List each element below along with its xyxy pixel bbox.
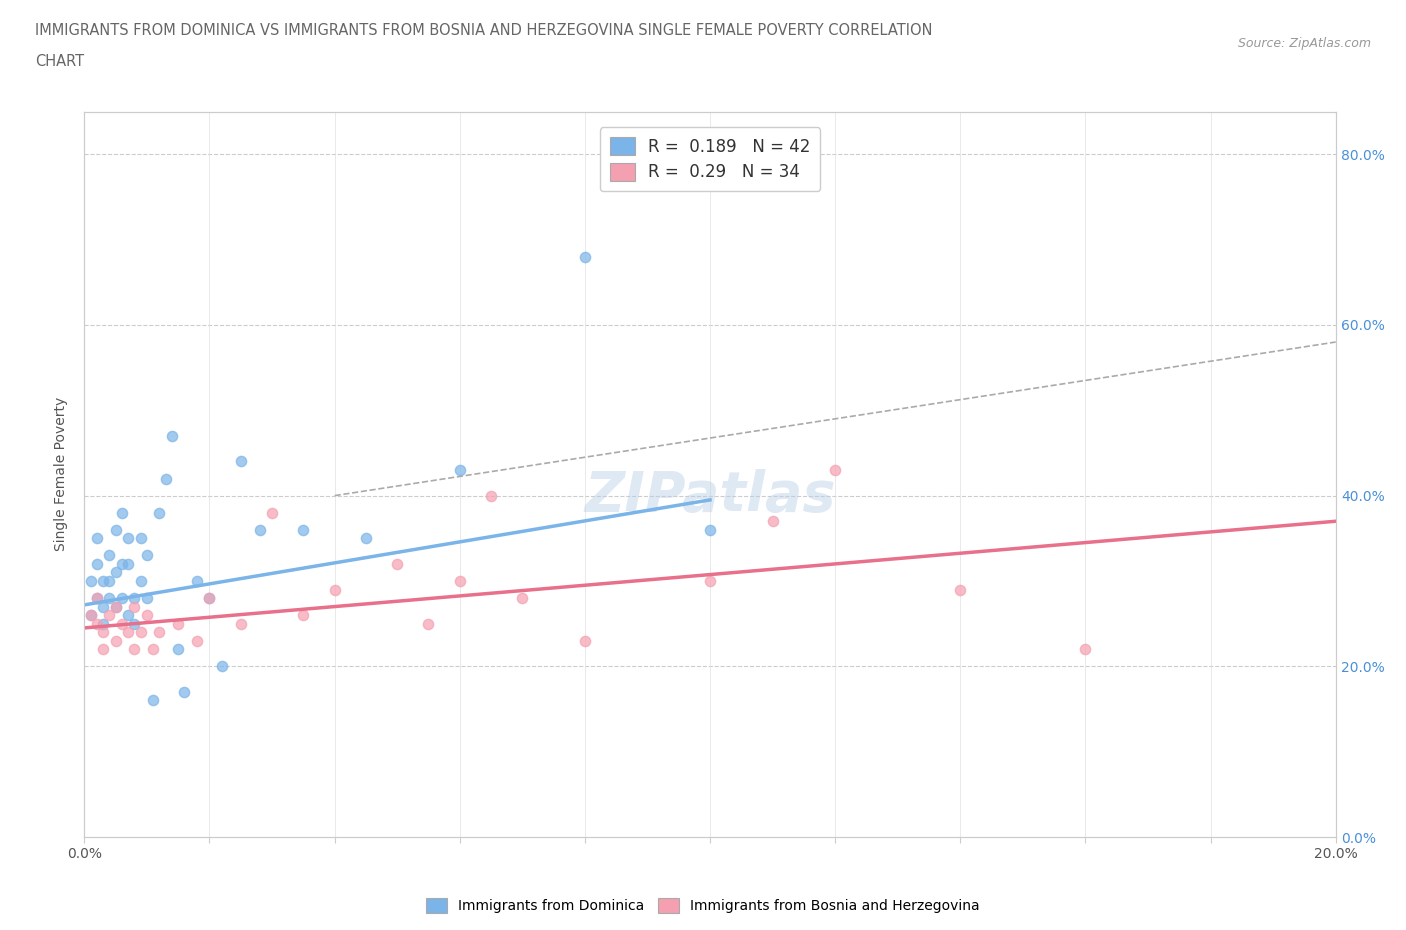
Point [86, 531, 108, 546]
Legend: Immigrants from Dominica, Immigrants from Bosnia and Herzegovina: Immigrants from Dominica, Immigrants fro… [420, 892, 986, 919]
Point [117, 531, 139, 546]
Point [479, 488, 502, 503]
Point [449, 574, 471, 589]
Text: IMMIGRANTS FROM DOMINICA VS IMMIGRANTS FROM BOSNIA AND HERZEGOVINA SINGLE FEMALE: IMMIGRANTS FROM DOMINICA VS IMMIGRANTS F… [35, 23, 932, 38]
Point [98, 591, 121, 605]
Y-axis label: Single Female Poverty: Single Female Poverty [55, 397, 69, 551]
Point [86, 556, 108, 571]
Point [292, 523, 315, 538]
Point [323, 582, 346, 597]
Point [1074, 642, 1097, 657]
Point [91, 642, 114, 657]
Point [98, 548, 121, 563]
Point [117, 556, 139, 571]
Point [111, 591, 134, 605]
Point [142, 642, 165, 657]
Text: Source: ZipAtlas.com: Source: ZipAtlas.com [1237, 37, 1371, 50]
Point [198, 591, 221, 605]
Point [167, 642, 190, 657]
Point [186, 574, 208, 589]
Point [98, 574, 121, 589]
Point [262, 505, 284, 520]
Legend: R =  0.189   N = 42, R =  0.29   N = 34: R = 0.189 N = 42, R = 0.29 N = 34 [600, 127, 820, 192]
Point [186, 633, 208, 648]
Point [104, 565, 127, 580]
Point [111, 556, 134, 571]
Point [124, 642, 146, 657]
Point [86, 617, 108, 631]
Point [949, 582, 972, 597]
Point [155, 472, 177, 486]
Point [136, 548, 159, 563]
Point [79, 607, 101, 622]
Point [104, 599, 127, 614]
Point [111, 617, 134, 631]
Point [136, 607, 159, 622]
Point [117, 625, 139, 640]
Point [124, 617, 146, 631]
Point [129, 531, 152, 546]
Point [98, 607, 121, 622]
Point [354, 531, 377, 546]
Point [129, 625, 152, 640]
Point [198, 591, 221, 605]
Point [160, 429, 183, 444]
Point [136, 591, 159, 605]
Point [418, 617, 440, 631]
Point [79, 574, 101, 589]
Point [104, 633, 127, 648]
Text: CHART: CHART [35, 54, 84, 69]
Point [124, 599, 146, 614]
Point [148, 625, 170, 640]
Point [104, 599, 127, 614]
Point [91, 599, 114, 614]
Point [117, 607, 139, 622]
Point [229, 617, 252, 631]
Point [124, 591, 146, 605]
Point [449, 462, 471, 477]
Point [512, 591, 534, 605]
Point [91, 625, 114, 640]
Point [142, 693, 165, 708]
Point [148, 505, 170, 520]
Point [91, 617, 114, 631]
Point [824, 462, 846, 477]
Point [385, 556, 409, 571]
Point [574, 633, 596, 648]
Point [129, 574, 152, 589]
Point [211, 658, 233, 673]
Point [104, 523, 127, 538]
Point [167, 617, 190, 631]
Point [86, 591, 108, 605]
Point [111, 505, 134, 520]
Point [86, 591, 108, 605]
Point [173, 684, 195, 699]
Point [79, 607, 101, 622]
Point [699, 523, 721, 538]
Point [574, 249, 596, 264]
Text: ZIPatlas: ZIPatlas [585, 469, 835, 523]
Point [91, 574, 114, 589]
Point [292, 607, 315, 622]
Point [762, 513, 785, 528]
Point [699, 574, 721, 589]
Point [249, 523, 271, 538]
Point [229, 454, 252, 469]
